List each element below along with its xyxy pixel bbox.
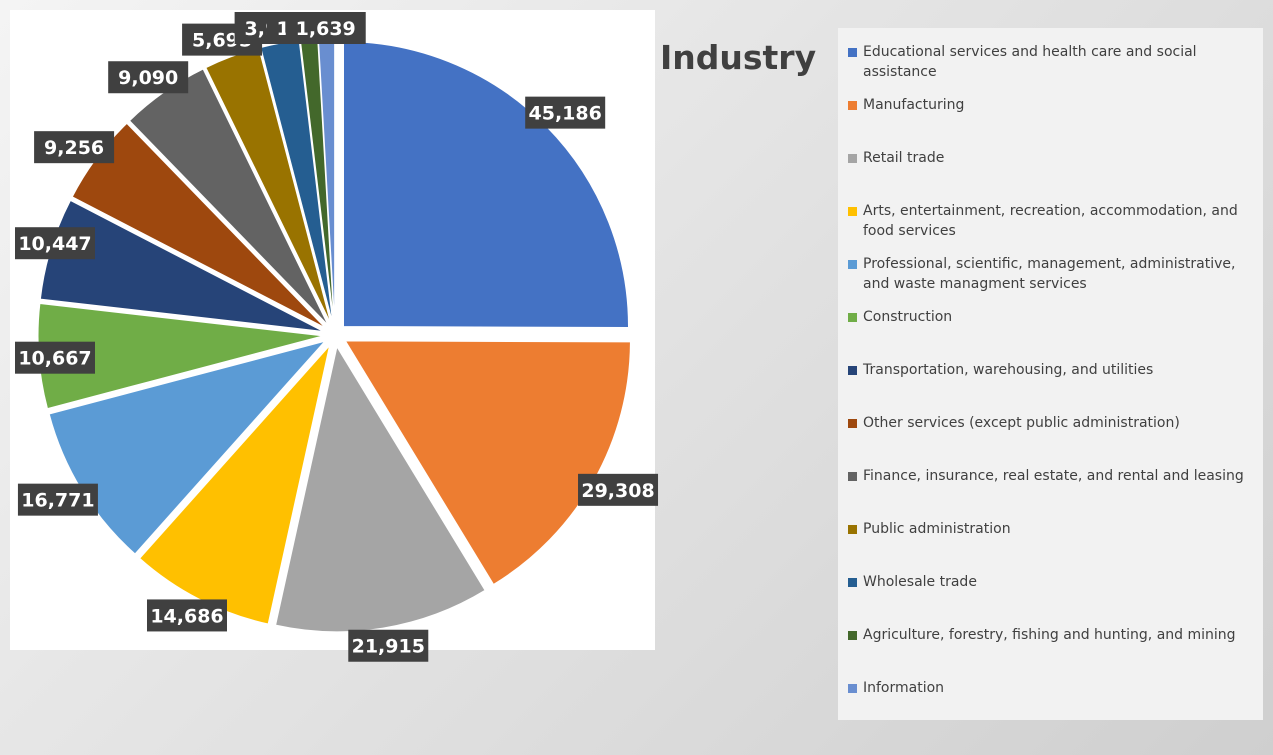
legend-label: Public administration bbox=[863, 521, 1011, 537]
data-label-box bbox=[15, 227, 95, 260]
data-label-box bbox=[108, 61, 189, 94]
legend-item: Professional, scientific, management, ad… bbox=[848, 254, 1258, 294]
legend-label: Construction bbox=[863, 309, 953, 325]
legend-item: Manufacturing bbox=[848, 95, 1258, 115]
legend-item: Retail trade bbox=[848, 148, 1258, 168]
legend-item: Construction bbox=[848, 307, 1258, 327]
data-label-box bbox=[146, 599, 227, 632]
data-label: 1,639 bbox=[296, 18, 356, 40]
legend-swatch bbox=[848, 366, 857, 375]
legend-label: Agriculture, forestry, fishing and hunti… bbox=[863, 627, 1236, 643]
legend-item: Educational services and health care and… bbox=[848, 42, 1258, 82]
data-label: 10,667 bbox=[18, 348, 91, 370]
data-label-box bbox=[15, 341, 95, 374]
legend-label: Manufacturing bbox=[863, 97, 965, 113]
data-label-box bbox=[578, 473, 659, 506]
legend-swatch bbox=[848, 48, 857, 57]
data-label-box bbox=[525, 96, 606, 129]
legend: Educational services and health care and… bbox=[838, 28, 1263, 720]
data-label: 45,186 bbox=[529, 103, 602, 125]
data-label-box bbox=[285, 12, 366, 44]
legend-swatch bbox=[848, 631, 857, 640]
legend-item: Finance, insurance, real estate, and ren… bbox=[848, 466, 1258, 486]
legend-item: Information bbox=[848, 678, 1258, 698]
legend-swatch bbox=[848, 472, 857, 481]
legend-item: Agriculture, forestry, fishing and hunti… bbox=[848, 625, 1258, 645]
legend-label: Wholesale trade bbox=[863, 574, 977, 590]
pie-slice bbox=[275, 345, 486, 633]
legend-label: Retail trade bbox=[863, 150, 945, 166]
data-label: 21,915 bbox=[352, 636, 425, 658]
legend-label: Finance, insurance, real estate, and ren… bbox=[863, 468, 1244, 484]
legend-label: Information bbox=[863, 680, 945, 696]
legend-swatch bbox=[848, 154, 857, 163]
data-label: 14,686 bbox=[150, 605, 223, 627]
legend-label: Arts, entertainment, recreation, accommo… bbox=[863, 203, 1238, 239]
legend-swatch bbox=[848, 101, 857, 110]
legend-swatch bbox=[848, 525, 857, 534]
legend-label: Transportation, warehousing, and utiliti… bbox=[863, 362, 1154, 378]
legend-item: Public administration bbox=[848, 519, 1258, 539]
legend-item: Transportation, warehousing, and utiliti… bbox=[848, 360, 1258, 380]
pie-slice bbox=[342, 41, 629, 328]
data-label: 9,090 bbox=[118, 67, 178, 89]
legend-item: Wholesale trade bbox=[848, 572, 1258, 592]
data-label: 29,308 bbox=[581, 480, 654, 502]
data-label-box bbox=[17, 483, 98, 516]
legend-item: Other services (except public administra… bbox=[848, 413, 1258, 433]
legend-swatch bbox=[848, 578, 857, 587]
legend-swatch bbox=[848, 260, 857, 269]
data-label: 10,447 bbox=[18, 233, 91, 255]
chart-title: Industry bbox=[660, 38, 817, 77]
data-label: 9,256 bbox=[44, 137, 104, 159]
legend-swatch bbox=[848, 419, 857, 428]
legend-swatch bbox=[848, 684, 857, 693]
data-label-box bbox=[34, 131, 115, 164]
legend-swatch bbox=[848, 207, 857, 216]
legend-label: Professional, scientific, management, ad… bbox=[863, 256, 1236, 292]
legend-label: Educational services and health care and… bbox=[863, 44, 1197, 80]
legend-item: Arts, entertainment, recreation, accommo… bbox=[848, 201, 1258, 241]
data-label: 16,771 bbox=[21, 490, 94, 512]
legend-label: Other services (except public administra… bbox=[863, 415, 1180, 431]
legend-swatch bbox=[848, 313, 857, 322]
pie-slice bbox=[139, 343, 331, 625]
data-label-box bbox=[348, 629, 429, 662]
